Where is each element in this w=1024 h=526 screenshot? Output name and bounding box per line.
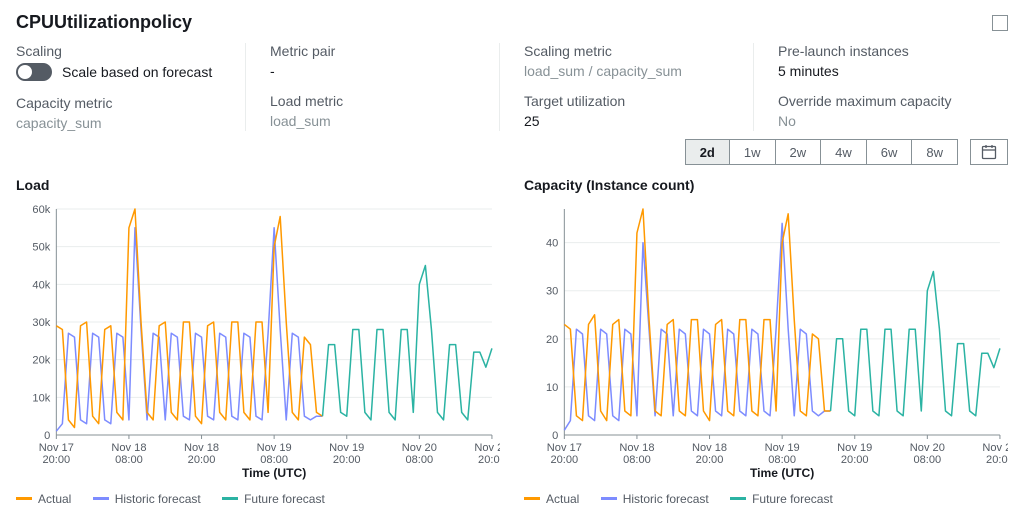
svg-text:Nov 19: Nov 19 [837, 442, 872, 454]
scaling-metric-label: Scaling metric [524, 43, 737, 59]
svg-text:08:00: 08:00 [768, 454, 796, 466]
svg-text:20:00: 20:00 [841, 454, 869, 466]
svg-text:60k: 60k [32, 204, 50, 216]
svg-text:Nov 20: Nov 20 [474, 442, 500, 454]
scaling-value: Scale based on forecast [62, 64, 212, 80]
svg-text:Nov 20: Nov 20 [910, 442, 945, 454]
range-6w[interactable]: 6w [866, 139, 913, 165]
legend-historic: Historic forecast [623, 492, 709, 506]
svg-text:08:00: 08:00 [623, 454, 651, 466]
range-2w[interactable]: 2w [775, 139, 822, 165]
capacity-metric-label: Capacity metric [16, 95, 229, 111]
load-metric-label: Load metric [270, 93, 483, 109]
svg-text:08:00: 08:00 [405, 454, 433, 466]
load-metric-value: load_sum [270, 113, 483, 129]
svg-text:20:00: 20:00 [188, 454, 216, 466]
svg-text:20k: 20k [32, 355, 50, 367]
svg-text:Nov 18: Nov 18 [111, 442, 146, 454]
page-title: CPUUtilizationpolicy [16, 12, 192, 33]
range-2d[interactable]: 2d [685, 139, 730, 165]
capacity-chart-title: Capacity (Instance count) [524, 177, 1008, 193]
svg-text:Nov 19: Nov 19 [329, 442, 364, 454]
time-range-group: 2d1w2w4w6w8w [685, 139, 958, 165]
svg-text:30: 30 [546, 286, 558, 298]
override-max-label: Override maximum capacity [778, 93, 992, 109]
load-chart: 010k20k30k40k50k60kNov 1720:00Nov 1808:0… [16, 201, 500, 481]
svg-text:Nov 18: Nov 18 [619, 442, 654, 454]
legend-future: Future forecast [244, 492, 325, 506]
metrics-grid: Scaling Scale based on forecast Capacity… [16, 43, 1008, 131]
legend-future: Future forecast [752, 492, 833, 506]
range-8w[interactable]: 8w [911, 139, 958, 165]
scaling-metric-value: load_sum / capacity_sum [524, 63, 737, 79]
svg-text:30k: 30k [32, 317, 50, 329]
capacity-chart: 010203040Nov 1720:00Nov 1808:00Nov 1820:… [524, 201, 1008, 481]
legend-actual: Actual [38, 492, 71, 506]
calendar-icon [981, 144, 997, 160]
svg-text:08:00: 08:00 [913, 454, 941, 466]
svg-text:Nov 18: Nov 18 [184, 442, 219, 454]
capacity-chart-legend: Actual Historic forecast Future forecast [524, 489, 1008, 506]
svg-text:Nov 19: Nov 19 [765, 442, 800, 454]
svg-text:08:00: 08:00 [115, 454, 143, 466]
svg-text:20:00: 20:00 [550, 454, 578, 466]
load-chart-title: Load [16, 177, 500, 193]
svg-text:0: 0 [44, 430, 50, 442]
svg-text:Nov 20: Nov 20 [402, 442, 437, 454]
svg-text:Time (UTC): Time (UTC) [242, 466, 306, 480]
legend-historic: Historic forecast [115, 492, 201, 506]
svg-text:10k: 10k [32, 392, 50, 404]
svg-text:20:00: 20:00 [42, 454, 70, 466]
svg-text:10: 10 [546, 382, 558, 394]
svg-text:20:00: 20:00 [986, 454, 1008, 466]
svg-text:40: 40 [546, 238, 558, 250]
svg-text:Nov 17: Nov 17 [547, 442, 582, 454]
svg-text:Nov 17: Nov 17 [39, 442, 74, 454]
svg-text:20: 20 [546, 334, 558, 346]
metric-pair-label: Metric pair [270, 43, 483, 59]
date-picker-button[interactable] [970, 139, 1008, 165]
load-chart-legend: Actual Historic forecast Future forecast [16, 489, 500, 506]
scaling-label: Scaling [16, 43, 229, 59]
target-utilization-value: 25 [524, 113, 737, 129]
svg-text:20:00: 20:00 [333, 454, 361, 466]
svg-text:08:00: 08:00 [260, 454, 288, 466]
capacity-metric-value: capacity_sum [16, 115, 229, 131]
svg-text:Nov 20: Nov 20 [982, 442, 1008, 454]
prelaunch-value: 5 minutes [778, 63, 992, 79]
target-utilization-label: Target utilization [524, 93, 737, 109]
svg-text:Nov 19: Nov 19 [257, 442, 292, 454]
svg-text:20:00: 20:00 [696, 454, 724, 466]
svg-text:20:00: 20:00 [478, 454, 500, 466]
svg-text:Nov 18: Nov 18 [692, 442, 727, 454]
svg-text:50k: 50k [32, 242, 50, 254]
range-4w[interactable]: 4w [820, 139, 867, 165]
metric-pair-value: - [270, 63, 483, 79]
svg-text:0: 0 [552, 430, 558, 442]
scaling-toggle[interactable] [16, 63, 52, 81]
legend-actual: Actual [546, 492, 579, 506]
select-checkbox[interactable] [992, 15, 1008, 31]
override-max-value: No [778, 113, 992, 129]
svg-text:40k: 40k [32, 279, 50, 291]
range-1w[interactable]: 1w [729, 139, 776, 165]
svg-text:Time (UTC): Time (UTC) [750, 466, 814, 480]
prelaunch-label: Pre-launch instances [778, 43, 992, 59]
